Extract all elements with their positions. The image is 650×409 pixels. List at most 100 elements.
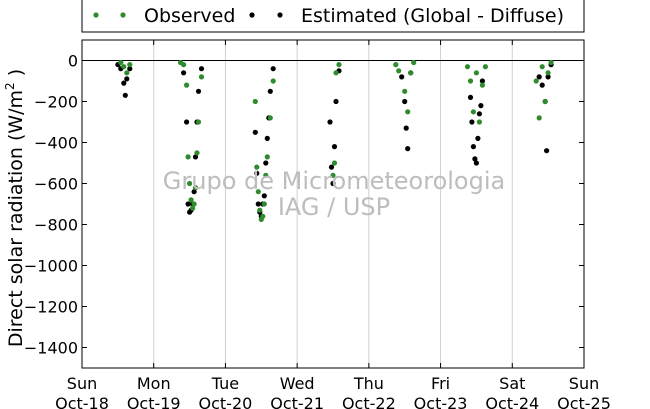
estimated-point — [475, 135, 481, 141]
observed-point — [263, 172, 269, 178]
y-tick-label: −200 — [34, 93, 78, 112]
y-tick-label: −1000 — [24, 257, 78, 276]
observed-point — [473, 70, 479, 76]
estimated-point — [264, 135, 270, 141]
estimated-point — [476, 111, 482, 117]
observed-point — [408, 70, 414, 76]
y-axis-ticks: 0 −200 −400 −600 −800 −1000 −1200 −1400 — [24, 52, 584, 358]
observed-point — [195, 119, 202, 125]
estimated-point — [255, 201, 261, 207]
y-tick-label: −1200 — [24, 298, 78, 317]
estimated-point — [536, 74, 542, 80]
legend-marker-estimated — [277, 12, 283, 18]
estimated-point — [195, 88, 202, 94]
y-tick-label: −400 — [34, 134, 78, 153]
estimated-point — [473, 160, 479, 166]
observed-point — [121, 64, 127, 70]
estimated-point — [254, 170, 260, 176]
observed-point — [198, 74, 205, 80]
y-tick-label: −800 — [34, 216, 78, 235]
estimated-point — [127, 66, 133, 72]
x-tick-label-day: Wed — [280, 374, 315, 393]
observed-point — [191, 201, 197, 207]
x-tick-label-date: Oct-24 — [485, 394, 539, 409]
observed-point — [252, 98, 258, 105]
legend-marker-observed — [93, 12, 99, 18]
observed-point — [336, 62, 342, 68]
observed-point — [185, 154, 191, 160]
y-tick-label: 0 — [68, 52, 78, 71]
observed-point — [187, 180, 193, 187]
observed-point — [270, 78, 276, 84]
watermark-line-1: Grupo de Micrometeorologia — [163, 167, 505, 195]
observed-point — [393, 62, 399, 68]
data-points — [115, 59, 554, 222]
estimated-point — [403, 125, 409, 131]
observed-point — [184, 82, 190, 88]
estimated-point — [472, 156, 478, 162]
estimated-point — [252, 129, 258, 135]
estimated-point — [121, 80, 127, 86]
estimated-point — [198, 66, 205, 72]
estimated-point — [469, 119, 475, 125]
estimated-point — [399, 74, 405, 80]
x-tick-label-date: Oct-18 — [55, 394, 109, 409]
x-tick-label-date: Oct-25 — [557, 394, 611, 409]
y-tick-label: −1400 — [24, 339, 78, 358]
observed-point — [255, 189, 261, 195]
observed-point — [536, 115, 542, 121]
observed-point — [330, 172, 336, 178]
observed-point — [476, 119, 482, 125]
estimated-point — [539, 82, 545, 88]
observed-point — [124, 70, 130, 76]
estimated-point — [263, 160, 269, 166]
x-tick-label-day: Sat — [499, 374, 525, 393]
estimated-point — [124, 76, 130, 82]
observed-point — [194, 150, 200, 156]
estimated-point — [184, 119, 190, 125]
legend: Observed Estimated (Global - Diffuse) — [81, 0, 585, 33]
estimated-point — [267, 88, 273, 94]
estimated-point — [405, 146, 411, 152]
legend-label-estimated: Estimated (Global - Diffuse) — [301, 5, 564, 27]
estimated-point — [331, 144, 338, 150]
estimated-point — [333, 98, 339, 105]
x-tick-label-date: Oct-21 — [270, 394, 324, 409]
observed-point — [402, 88, 408, 94]
observed-point — [254, 164, 260, 170]
estimated-point — [330, 180, 336, 187]
y-tick-label: −600 — [34, 175, 78, 194]
observed-point — [333, 70, 339, 76]
observed-point — [190, 205, 196, 211]
estimated-point — [478, 103, 484, 109]
plot-frame — [81, 39, 585, 369]
observed-point — [467, 78, 474, 84]
estimated-point — [261, 193, 267, 199]
x-tick-label-day: Mon — [137, 374, 171, 393]
estimated-point — [479, 78, 485, 84]
watermark-line-2: IAG / USP — [278, 193, 390, 221]
estimated-point — [467, 94, 474, 100]
observed-point — [264, 154, 270, 160]
estimated-point — [270, 66, 276, 72]
estimated-point — [122, 92, 128, 98]
estimated-point — [545, 74, 551, 80]
observed-point — [545, 70, 551, 76]
observed-point — [267, 115, 273, 121]
observed-point — [411, 59, 417, 66]
observed-point — [482, 64, 488, 70]
x-tick-label-day: Tue — [211, 374, 239, 393]
x-axis-ticks: SunOct-18MonOct-19TueOct-20WedOct-21ThuO… — [55, 40, 611, 409]
x-tick-label-date: Oct-22 — [342, 394, 396, 409]
observed-point — [548, 59, 554, 66]
observed-point — [533, 78, 539, 84]
x-tick-label-date: Oct-20 — [199, 394, 253, 409]
x-tick-label-date: Oct-19 — [127, 394, 181, 409]
observed-point — [261, 201, 267, 207]
observed-point — [479, 82, 485, 88]
observed-point — [542, 98, 548, 105]
x-tick-label-day: Sun — [569, 374, 599, 393]
x-tick-label-day: Thu — [353, 374, 384, 393]
x-tick-label-date: Oct-23 — [414, 394, 468, 409]
